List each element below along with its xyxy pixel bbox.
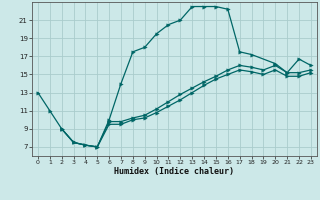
X-axis label: Humidex (Indice chaleur): Humidex (Indice chaleur) <box>115 167 234 176</box>
